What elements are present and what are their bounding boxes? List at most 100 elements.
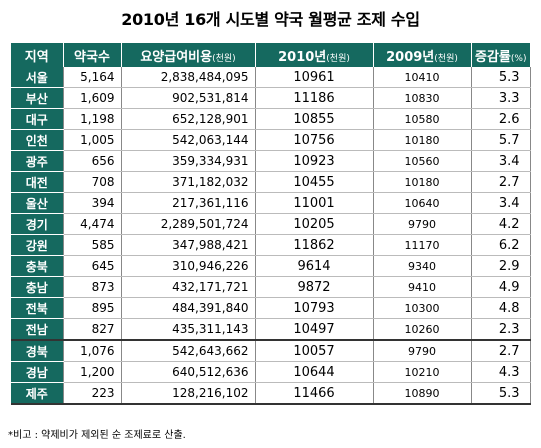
income-2009-cell: 9410	[372, 276, 472, 298]
cost-cell: 128,216,102	[120, 382, 256, 405]
income-2009-cell: 10180	[372, 129, 472, 151]
rate-cell: 3.4	[470, 150, 531, 172]
cost-cell: 484,391,840	[120, 297, 256, 319]
income-2010-cell: 10644	[254, 361, 374, 383]
table-row: 충남 873 432,171,721 9872 9410 4.9	[11, 276, 531, 298]
cost-cell: 310,946,226	[120, 255, 256, 277]
rate-cell: 3.4	[470, 192, 531, 214]
income-2010-cell: 10455	[254, 171, 374, 193]
cost-cell: 640,512,636	[120, 361, 256, 383]
rate-cell: 4.8	[470, 297, 531, 319]
region-cell: 제주	[11, 382, 64, 405]
pharmacies-cell: 1,609	[62, 87, 122, 109]
income-2009-cell: 10210	[372, 361, 472, 383]
region-cell: 대구	[11, 108, 64, 130]
table-title: 2010년 16개 시도별 약국 월평균 조제 수입	[121, 10, 420, 29]
income-2009-cell: 10300	[372, 297, 472, 319]
region-cell: 울산	[11, 192, 64, 214]
income-2010-cell: 10756	[254, 129, 374, 151]
rate-cell: 4.2	[470, 213, 531, 235]
income-2009-cell: 10560	[372, 150, 472, 172]
pharmacies-cell: 645	[62, 255, 122, 277]
region-cell: 경기	[11, 213, 64, 235]
table-row: 광주 656 359,334,931 10923 10560 3.4	[11, 150, 531, 172]
income-2010-cell: 10205	[254, 213, 374, 235]
cost-cell: 2,838,484,095	[120, 67, 256, 88]
cost-cell: 347,988,421	[120, 234, 256, 256]
header-pharmacies: 약국수	[63, 43, 122, 67]
region-cell: 충북	[11, 255, 64, 277]
income-2009-cell: 10890	[372, 382, 472, 405]
income-2010-cell: 11862	[254, 234, 374, 256]
cost-cell: 217,361,116	[120, 192, 256, 214]
pharmacies-cell: 585	[62, 234, 122, 256]
table-row: 제주 223 128,216,102 11466 10890 5.3	[11, 382, 531, 405]
income-2009-cell: 10830	[372, 87, 472, 109]
table-row: 경북 1,076 542,643,662 10057 9790 2.7	[11, 339, 531, 362]
region-cell: 대전	[11, 171, 64, 193]
table-row: 부산 1,609 902,531,814 11186 10830 3.3	[11, 87, 531, 109]
region-cell: 강원	[11, 234, 64, 256]
region-cell: 전남	[11, 318, 64, 341]
income-2010-cell: 10057	[254, 339, 374, 362]
cost-cell: 542,643,662	[120, 339, 256, 362]
income-2009-cell: 10410	[372, 67, 472, 88]
income-2009-cell: 10180	[372, 171, 472, 193]
table-row: 대구 1,198 652,128,901 10855 10580 2.6	[11, 108, 531, 130]
header-row: 지역 약국수 요양급여비용(천원) 2010년(천원) 2009년(천원) 증감…	[11, 43, 530, 67]
income-2009-cell: 9790	[372, 339, 472, 362]
rate-cell: 6.2	[470, 234, 531, 256]
income-2009-cell: 9340	[372, 255, 472, 277]
pharmacies-cell: 223	[62, 382, 122, 405]
income-2010-cell: 9614	[254, 255, 374, 277]
pharmacies-cell: 827	[62, 318, 122, 341]
pharmacies-cell: 708	[62, 171, 122, 193]
rate-cell: 5.3	[470, 67, 531, 88]
pharmacies-cell: 873	[62, 276, 122, 298]
cost-cell: 435,311,143	[120, 318, 256, 341]
income-2010-cell: 10855	[254, 108, 374, 130]
pharmacies-cell: 5,164	[62, 67, 122, 88]
region-cell: 광주	[11, 150, 64, 172]
cost-cell: 2,289,501,724	[120, 213, 256, 235]
pharmacies-cell: 394	[62, 192, 122, 214]
pharmacies-cell: 4,474	[62, 213, 122, 235]
region-cell: 부산	[11, 87, 64, 109]
pharmacies-cell: 1,200	[62, 361, 122, 383]
rate-cell: 5.3	[470, 382, 531, 405]
rate-cell: 2.6	[470, 108, 531, 130]
header-cost: 요양급여비용(천원)	[121, 43, 256, 67]
income-2010-cell: 10961	[254, 67, 374, 88]
table-row: 경기 4,474 2,289,501,724 10205 9790 4.2	[11, 213, 531, 235]
rate-cell: 2.7	[470, 171, 531, 193]
cost-cell: 359,334,931	[120, 150, 256, 172]
region-cell: 서울	[11, 67, 64, 88]
cost-cell: 542,063,144	[120, 129, 256, 151]
cost-cell: 371,182,032	[120, 171, 256, 193]
income-2010-cell: 11001	[254, 192, 374, 214]
table-row: 서울 5,164 2,838,484,095 10961 10410 5.3	[11, 67, 531, 88]
income-2009-cell: 10260	[372, 318, 472, 341]
rate-cell: 3.3	[470, 87, 531, 109]
income-2009-cell: 11170	[372, 234, 472, 256]
income-2010-cell: 10923	[254, 150, 374, 172]
rate-cell: 4.9	[470, 276, 531, 298]
header-2009: 2009년(천원)	[373, 43, 472, 67]
income-2009-cell: 10580	[372, 108, 472, 130]
table-row: 경남 1,200 640,512,636 10644 10210 4.3	[11, 361, 531, 383]
rate-cell: 2.7	[470, 339, 531, 362]
rate-cell: 5.7	[470, 129, 531, 151]
header-rate: 증감률(%)	[471, 43, 530, 67]
region-cell: 인천	[11, 129, 64, 151]
table-row: 강원 585 347,988,421 11862 11170 6.2	[11, 234, 531, 256]
pharmacies-cell: 1,076	[62, 339, 122, 362]
income-2010-cell: 10793	[254, 297, 374, 319]
income-2010-cell: 10497	[254, 318, 374, 341]
header-region: 지역	[11, 43, 64, 67]
pharmacies-cell: 895	[62, 297, 122, 319]
region-cell: 충남	[11, 276, 64, 298]
income-2010-cell: 11186	[254, 87, 374, 109]
pharmacies-cell: 1,198	[62, 108, 122, 130]
rate-cell: 4.3	[470, 361, 531, 383]
table-row: 전남 827 435,311,143 10497 10260 2.3	[11, 318, 531, 341]
